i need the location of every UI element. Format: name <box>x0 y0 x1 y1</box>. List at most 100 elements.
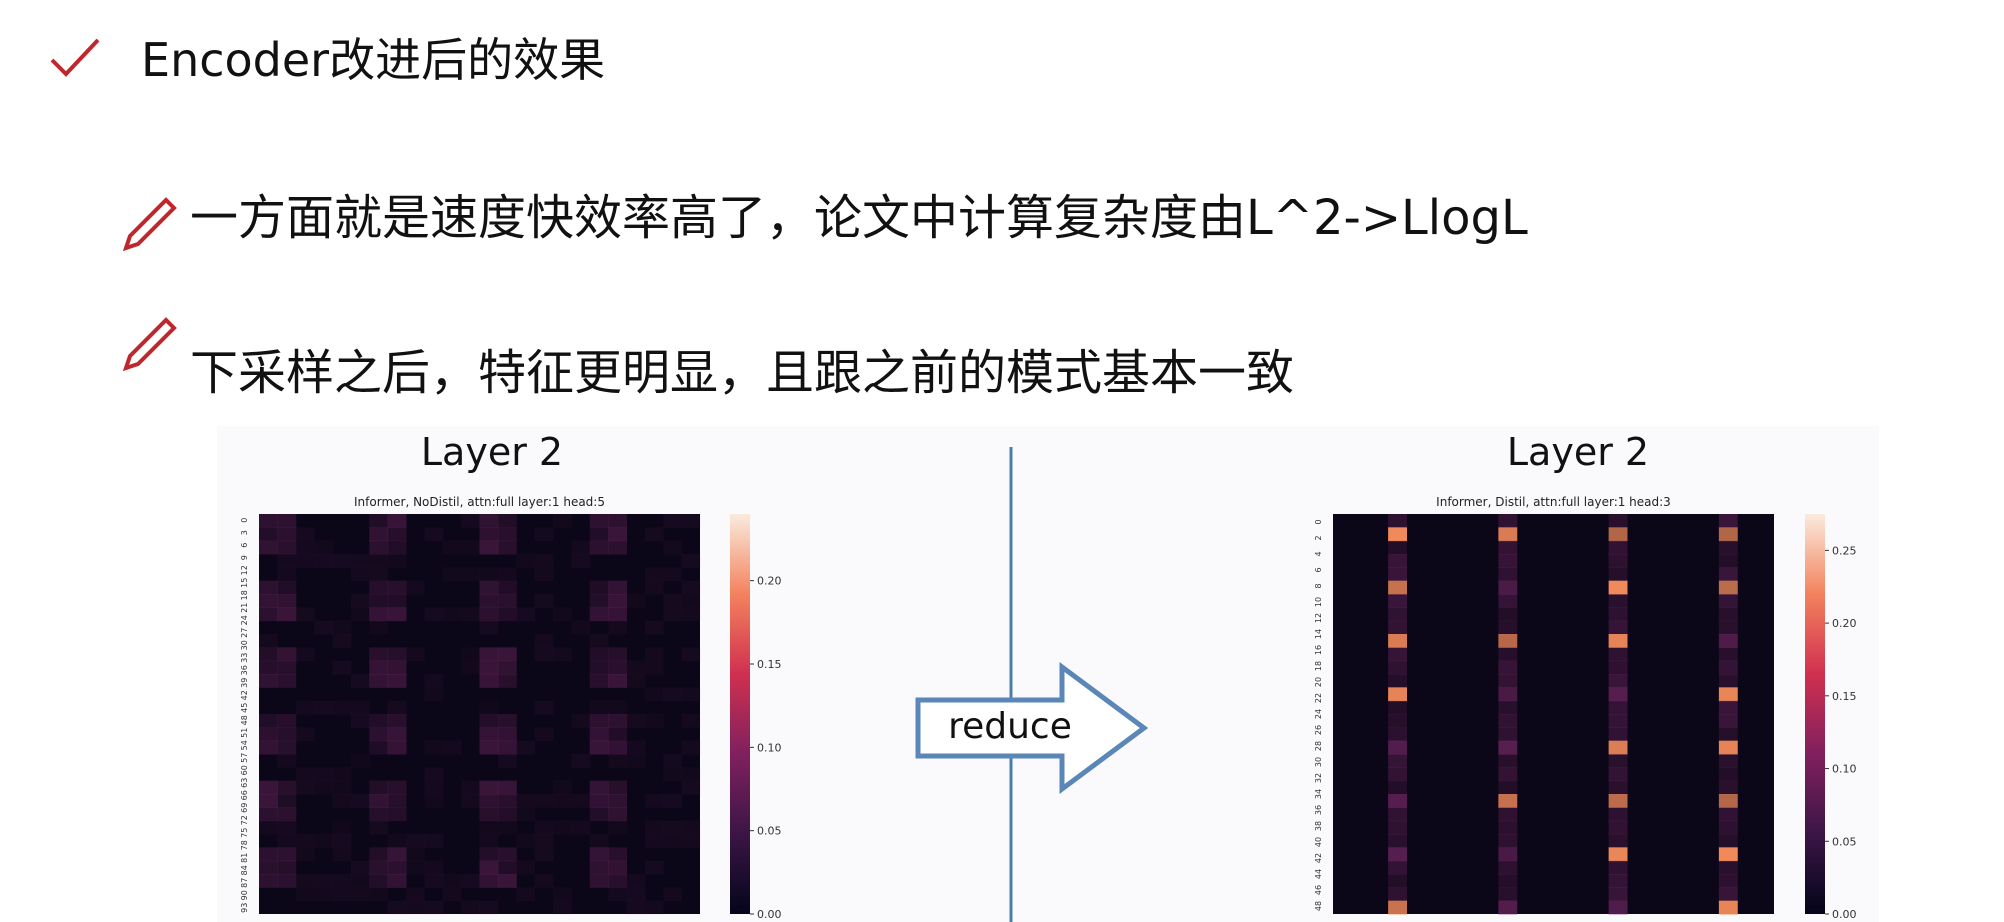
heatmap-texture <box>516 860 536 875</box>
heatmap-texture <box>589 807 609 822</box>
heatmap-texture <box>663 567 683 582</box>
bullet-text: 下采样之后，特征更明显，且跟之前的模式基本一致 <box>190 345 1294 401</box>
heatmap-texture <box>259 780 278 795</box>
colorbar-tick-label: 0.10 <box>757 741 782 754</box>
heatmap-texture <box>1608 687 1628 702</box>
heatmap-texture <box>442 567 462 582</box>
heatmap-texture <box>571 820 591 835</box>
heatmap-y-tick: 8 <box>1314 583 1323 588</box>
heatmap-texture <box>277 727 297 742</box>
heatmap-texture <box>461 794 480 808</box>
heatmap-texture <box>1608 874 1628 888</box>
heatmap-texture <box>589 847 609 862</box>
panel-title: Layer 2 <box>1507 430 1649 474</box>
heatmap-texture <box>314 887 333 902</box>
heatmap-texture <box>534 527 554 542</box>
heatmap-y-tick: 36 <box>240 665 249 675</box>
panel-subtitle: Informer, NoDistil, attn:full layer:1 he… <box>354 495 605 509</box>
heatmap-texture <box>479 567 499 582</box>
heatmap-texture <box>1388 834 1407 848</box>
heatmap-texture <box>332 820 352 835</box>
heatmap-texture <box>314 540 333 555</box>
heatmap-texture <box>295 874 315 888</box>
heatmap-texture <box>387 860 407 875</box>
heatmap-texture <box>1718 567 1738 582</box>
heatmap-texture <box>332 767 352 782</box>
heatmap-texture <box>608 807 627 822</box>
heatmap-texture <box>314 834 333 848</box>
heatmap-y-tick: 32 <box>1314 773 1323 783</box>
heatmap-texture <box>516 887 536 902</box>
heatmap-texture <box>479 514 499 528</box>
heatmap-texture <box>1388 594 1407 608</box>
heatmap-y-tick: 63 <box>240 778 249 788</box>
heatmap-texture <box>1608 647 1628 662</box>
heatmap-texture <box>332 660 352 675</box>
heatmap-y-tick: 30 <box>240 640 249 650</box>
heatmap-texture <box>387 874 407 888</box>
heatmap-y-tick: 27 <box>240 628 249 638</box>
heatmap-texture <box>626 594 646 608</box>
heatmap-texture <box>387 554 407 568</box>
heatmap-texture <box>644 567 664 582</box>
heatmap-texture <box>1608 714 1628 728</box>
heatmap-texture <box>608 620 627 635</box>
heatmap-texture <box>1718 700 1738 715</box>
heatmap-texture <box>534 727 554 742</box>
heatmap-y-tick: 57 <box>240 753 249 763</box>
heatmap-texture <box>1388 687 1407 702</box>
heatmap-texture <box>681 834 701 848</box>
heatmap-texture <box>369 594 389 608</box>
heatmap-y-tick: 6 <box>240 543 249 548</box>
heatmap-texture <box>350 567 370 582</box>
heatmap-texture <box>608 674 627 688</box>
heatmap-texture <box>406 834 425 848</box>
heatmap-texture <box>1388 647 1407 662</box>
heatmap-texture <box>553 780 572 795</box>
heatmap-texture <box>277 860 297 875</box>
heatmap-texture <box>497 807 517 822</box>
colorbar-tick-label: 0.00 <box>1832 908 1857 921</box>
heatmap-texture <box>644 580 664 595</box>
heatmap-texture <box>516 794 536 808</box>
heatmap-texture <box>350 700 370 715</box>
heatmap-texture <box>259 540 278 555</box>
bullet-text: 一方面就是速度快效率高了，论文中计算复杂度由L^2->LlogL <box>190 190 1528 246</box>
heatmap-texture <box>1608 540 1628 555</box>
heatmap-y-tick: 81 <box>240 853 249 863</box>
heatmap-texture <box>387 540 407 555</box>
heatmap-y-tick: 78 <box>240 840 249 850</box>
heatmap-texture <box>369 860 389 875</box>
heatmap-texture <box>644 900 664 915</box>
heatmap-y-tick: 18 <box>1314 661 1323 671</box>
heatmap-texture <box>553 607 572 622</box>
heatmap-y-tick: 42 <box>240 690 249 700</box>
heatmap-texture <box>1388 620 1407 635</box>
heatmap-texture <box>497 527 517 542</box>
heatmap-y-tick: 3 <box>240 530 249 535</box>
heatmap-y-tick: 26 <box>1314 725 1323 735</box>
heatmap-texture <box>479 900 499 915</box>
heatmap-texture <box>1608 794 1628 808</box>
heatmap-texture <box>369 514 389 528</box>
heatmap-texture <box>1498 634 1518 648</box>
heatmap-texture <box>442 740 462 755</box>
heatmap-texture <box>497 580 517 595</box>
heatmap-texture <box>1388 727 1407 742</box>
heatmap-texture <box>1388 900 1407 915</box>
heatmap-texture <box>681 687 701 702</box>
heatmap-y-tick: 45 <box>240 703 249 713</box>
heatmap-texture <box>387 580 407 595</box>
heatmap-texture <box>1388 567 1407 582</box>
heatmap-texture <box>424 874 444 888</box>
heatmap-texture <box>424 860 444 875</box>
heatmap-texture <box>681 607 701 622</box>
heatmap-texture <box>1608 860 1628 875</box>
heatmap-texture <box>350 554 370 568</box>
heatmap-texture <box>1718 767 1738 782</box>
heatmap-y-tick: 39 <box>240 678 249 688</box>
heatmap-texture <box>663 687 683 702</box>
heatmap-texture <box>534 634 554 648</box>
heatmap-texture <box>442 887 462 902</box>
heatmap-texture <box>1388 780 1407 795</box>
